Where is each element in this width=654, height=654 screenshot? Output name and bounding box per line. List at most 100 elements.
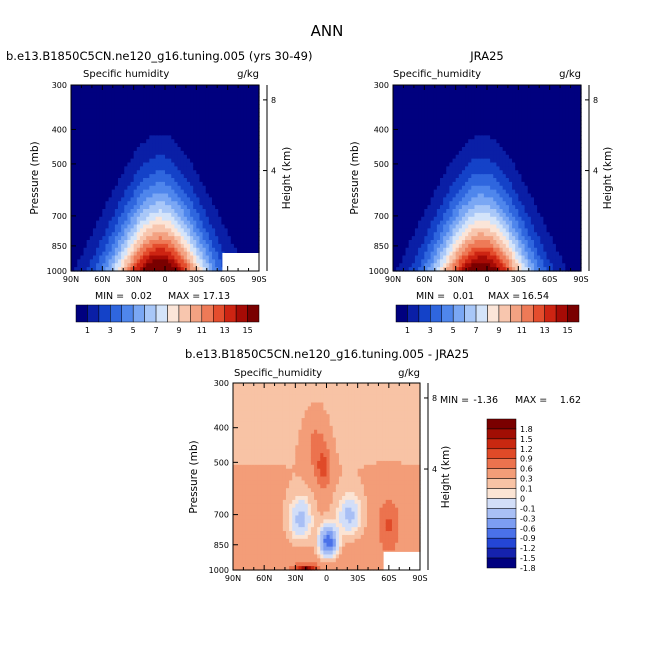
- contour-cell: [246, 112, 251, 117]
- contour-cell: [127, 116, 132, 121]
- contour-cell: [452, 193, 457, 198]
- contour-cell: [233, 104, 238, 109]
- contour-cell: [102, 88, 107, 94]
- contour-cell: [433, 174, 438, 179]
- contour-cell: [436, 224, 441, 229]
- contour-cell: [168, 224, 172, 229]
- contour-cell: [158, 212, 163, 218]
- contour-cell: [83, 247, 88, 253]
- contour-cell: [180, 220, 185, 226]
- contour-cell: [171, 143, 175, 148]
- contour-cell: [149, 158, 154, 164]
- contour-cell: [118, 212, 122, 218]
- contour-cell: [490, 170, 494, 175]
- contour-cell: [455, 154, 460, 160]
- contour-cell: [177, 255, 182, 260]
- contour-cell: [405, 259, 410, 264]
- contour-cell: [233, 158, 238, 164]
- contour-cell: [452, 197, 457, 202]
- contour-cell: [440, 243, 444, 249]
- contour-cell: [408, 212, 413, 218]
- contour-cell: [89, 232, 94, 237]
- contour-cell: [208, 224, 213, 229]
- contour-cell: [199, 127, 204, 133]
- contour-cell: [114, 147, 119, 152]
- contour-cell: [496, 232, 501, 237]
- contour-cell: [471, 236, 476, 241]
- contour-cell: [177, 247, 182, 253]
- contour-cell: [427, 236, 432, 241]
- contour-cell: [418, 123, 422, 129]
- contour-cell: [430, 232, 435, 237]
- contour-cell: [461, 174, 466, 179]
- contour-cell: [108, 197, 113, 202]
- contour-cell: [399, 209, 403, 214]
- contour-cell: [118, 251, 122, 257]
- contour-cell: [449, 251, 454, 257]
- contour-cell: [433, 197, 438, 202]
- contour-cell: [165, 147, 169, 152]
- contour-cell: [108, 205, 113, 210]
- contour-cell: [89, 251, 94, 257]
- contour-cell: [102, 178, 107, 183]
- contour-cell: [430, 147, 435, 152]
- contour-cell: [465, 243, 469, 249]
- contour-cell: [171, 108, 175, 113]
- contour-cell: [402, 267, 407, 272]
- contour-cell: [152, 150, 157, 156]
- contour-cell: [496, 174, 501, 179]
- contour-cell: [483, 189, 488, 195]
- contour-cell: [205, 263, 210, 268]
- contour-cell: [208, 162, 213, 167]
- contour-cell: [127, 162, 132, 167]
- contour-cell: [393, 209, 397, 214]
- contour-cell: [487, 251, 491, 257]
- contour-cell: [171, 197, 175, 202]
- contour-cell: [136, 212, 141, 218]
- contour-cell: [127, 127, 132, 133]
- contour-cell: [130, 220, 135, 226]
- contour-cell: [133, 228, 138, 233]
- contour-cell: [480, 197, 485, 202]
- contour-cell: [136, 255, 141, 260]
- contour-cell: [118, 247, 122, 253]
- contour-cell: [427, 185, 432, 191]
- contour-cell: [402, 150, 407, 156]
- contour-cell: [471, 174, 476, 179]
- contour-cell: [124, 116, 128, 121]
- contour-cell: [158, 162, 163, 167]
- contour-cell: [430, 209, 435, 214]
- contour-cell: [133, 154, 138, 160]
- contour-cell: [180, 212, 185, 218]
- contour-cell: [249, 154, 254, 160]
- contour-cell: [92, 220, 97, 226]
- contour-cell: [237, 135, 241, 140]
- contour-cell: [446, 201, 450, 206]
- contour-cell: [399, 112, 403, 117]
- contour-cell: [402, 174, 407, 179]
- contour-cell: [440, 201, 444, 206]
- contour-cell: [99, 212, 103, 218]
- contour-cell: [158, 259, 163, 264]
- contour-cell: [433, 259, 438, 264]
- contour-cell: [180, 205, 185, 210]
- contour-cell: [74, 108, 78, 113]
- contour-cell: [218, 119, 222, 125]
- contour-cell: [80, 154, 85, 160]
- contour-cell: [230, 92, 235, 98]
- contour-cell: [71, 201, 75, 206]
- contour-cell: [136, 100, 141, 105]
- contour-cell: [133, 263, 138, 268]
- contour-cell: [421, 251, 425, 257]
- contour-cell: [493, 116, 497, 121]
- contour-cell: [455, 212, 460, 218]
- contour-cell: [396, 154, 400, 160]
- contour-cell: [183, 108, 188, 113]
- contour-cell: [171, 119, 175, 125]
- contour-cell: [183, 100, 188, 105]
- contour-cell: [515, 174, 519, 179]
- contour-cell: [177, 85, 182, 90]
- contour-cell: [474, 193, 479, 198]
- contour-cell: [477, 123, 482, 129]
- contour-cell: [92, 166, 97, 171]
